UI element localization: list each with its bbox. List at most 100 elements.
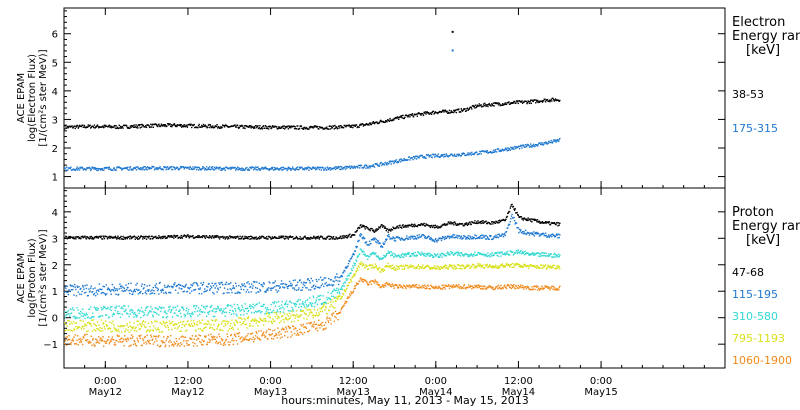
point-proton-115-195 — [362, 237, 364, 240]
point-proton-795-1193 — [254, 318, 256, 320]
point-proton-795-1193 — [178, 325, 180, 327]
point-proton-795-1193 — [122, 325, 125, 328]
point-proton-47-68 — [436, 225, 438, 227]
point-electron-38-53 — [554, 99, 556, 101]
point-proton-795-1193 — [448, 266, 450, 268]
point-electron-175-315 — [135, 166, 137, 168]
point-proton-47-68 — [179, 237, 182, 239]
point-proton-115-195 — [456, 237, 459, 239]
point-proton-310-580 — [249, 304, 251, 306]
point-electron-38-53 — [521, 102, 524, 104]
point-proton-310-580 — [192, 305, 195, 308]
point-proton-115-195 — [414, 238, 416, 240]
point-proton-310-580 — [423, 254, 425, 257]
point-proton-310-580 — [69, 308, 71, 310]
point-electron-175-315 — [429, 155, 431, 157]
point-proton-310-580 — [236, 304, 239, 306]
point-proton-310-580 — [367, 258, 369, 260]
point-electron-38-53 — [487, 103, 490, 106]
point-proton-115-195 — [551, 235, 553, 238]
point-proton-115-195 — [358, 239, 360, 242]
point-proton-795-1193 — [450, 264, 452, 266]
point-electron-38-53 — [288, 125, 290, 127]
point-electron-38-53 — [117, 127, 120, 130]
point-proton-310-580 — [179, 309, 181, 311]
point-proton-115-195 — [298, 287, 300, 289]
point-electron-38-53 — [447, 111, 449, 114]
point-proton-310-580 — [175, 309, 177, 311]
point-proton-47-68 — [342, 235, 345, 237]
proton-y-tick-label: 3 — [52, 234, 58, 245]
point-proton-310-580 — [85, 314, 87, 316]
point-proton-47-68 — [375, 230, 377, 232]
point-electron-38-53 — [163, 125, 166, 127]
point-proton-310-580 — [559, 254, 561, 256]
point-electron-175-315 — [453, 153, 456, 155]
spike-electron-38-53 — [451, 30, 454, 33]
point-electron-38-53 — [376, 121, 378, 123]
point-electron-38-53 — [482, 105, 484, 108]
point-proton-115-195 — [227, 288, 229, 291]
point-electron-175-315 — [257, 166, 259, 168]
point-proton-310-580 — [99, 315, 102, 317]
point-proton-795-1193 — [95, 325, 97, 327]
point-proton-47-68 — [377, 228, 379, 230]
point-electron-38-53 — [313, 126, 315, 128]
point-proton-115-195 — [215, 282, 217, 285]
point-proton-115-195 — [255, 292, 257, 294]
point-electron-38-53 — [543, 100, 545, 102]
point-electron-38-53 — [142, 124, 145, 127]
point-electron-175-315 — [428, 156, 430, 158]
point-proton-115-195 — [544, 235, 546, 237]
point-proton-795-1193 — [497, 267, 499, 269]
point-proton-115-195 — [405, 237, 407, 239]
point-electron-38-53 — [271, 127, 273, 129]
point-proton-310-580 — [410, 255, 412, 257]
point-proton-795-1193 — [425, 265, 428, 268]
point-proton-115-195 — [505, 230, 508, 233]
point-proton-47-68 — [65, 235, 67, 237]
point-proton-310-580 — [303, 304, 305, 306]
point-proton-310-580 — [171, 316, 174, 318]
point-electron-175-315 — [285, 167, 288, 170]
point-proton-115-195 — [186, 290, 189, 293]
point-electron-38-53 — [118, 124, 120, 126]
point-proton-115-195 — [228, 292, 230, 294]
point-electron-38-53 — [135, 124, 137, 126]
point-proton-115-195 — [103, 292, 105, 294]
point-proton-310-580 — [476, 253, 479, 256]
point-electron-38-53 — [395, 116, 397, 119]
point-electron-38-53 — [280, 127, 282, 129]
point-proton-47-68 — [445, 224, 447, 226]
point-proton-795-1193 — [474, 265, 477, 268]
point-proton-795-1193 — [116, 329, 119, 332]
point-proton-115-195 — [487, 237, 489, 239]
point-proton-310-580 — [101, 315, 104, 317]
point-proton-115-195 — [113, 286, 115, 289]
point-proton-795-1193 — [258, 321, 260, 323]
point-proton-47-68 — [402, 224, 404, 226]
point-electron-38-53 — [167, 123, 169, 125]
point-electron-38-53 — [551, 100, 553, 102]
point-proton-47-68 — [281, 235, 283, 237]
point-electron-175-315 — [107, 166, 109, 169]
point-proton-795-1193 — [331, 299, 333, 301]
point-electron-38-53 — [132, 126, 135, 128]
point-proton-115-195 — [336, 273, 338, 275]
point-proton-115-195 — [404, 239, 406, 241]
point-electron-38-53 — [214, 126, 216, 128]
point-proton-47-68 — [111, 236, 114, 239]
point-proton-795-1193 — [208, 323, 210, 325]
point-electron-38-53 — [115, 125, 117, 127]
point-proton-310-580 — [539, 253, 542, 256]
point-electron-175-315 — [403, 158, 405, 160]
point-proton-115-195 — [417, 237, 420, 239]
point-proton-115-195 — [213, 293, 215, 295]
point-proton-310-580 — [190, 316, 192, 318]
point-proton-115-195 — [502, 233, 504, 235]
point-proton-310-580 — [276, 309, 278, 311]
point-electron-38-53 — [526, 101, 529, 104]
point-electron-38-53 — [173, 123, 176, 125]
point-proton-115-195 — [95, 295, 97, 297]
point-proton-795-1193 — [91, 330, 94, 332]
